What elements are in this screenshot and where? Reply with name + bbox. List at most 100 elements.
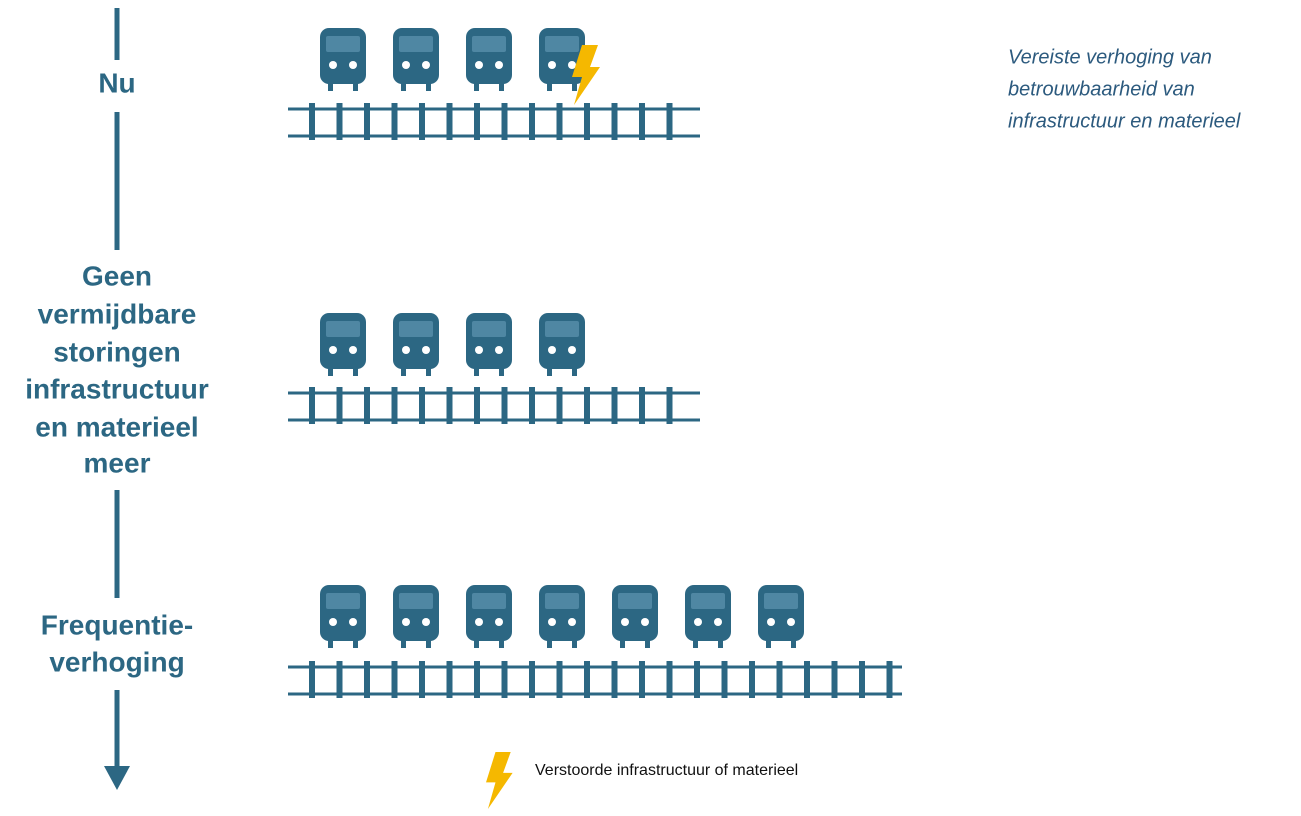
tie bbox=[419, 387, 425, 424]
train-light bbox=[402, 61, 410, 69]
train-leg bbox=[426, 82, 431, 91]
tie bbox=[859, 661, 865, 698]
train-icon bbox=[393, 28, 439, 91]
train-window bbox=[326, 321, 360, 337]
train-icon bbox=[320, 585, 366, 648]
train-light bbox=[475, 346, 483, 354]
train-window bbox=[545, 593, 579, 609]
train-leg bbox=[401, 639, 406, 648]
train-window bbox=[399, 593, 433, 609]
train-leg bbox=[401, 82, 406, 91]
tie bbox=[666, 661, 673, 698]
train-leg bbox=[499, 82, 504, 91]
train-icon bbox=[539, 28, 585, 91]
lightning-bolt bbox=[486, 752, 513, 809]
tie bbox=[419, 661, 425, 698]
tie bbox=[446, 103, 453, 140]
train-light bbox=[475, 61, 483, 69]
tie bbox=[776, 661, 783, 698]
train-icon bbox=[393, 313, 439, 376]
train-light bbox=[548, 618, 556, 626]
tie bbox=[474, 103, 480, 140]
tie bbox=[391, 661, 398, 698]
train-window bbox=[764, 593, 798, 609]
train-leg bbox=[791, 639, 796, 648]
train-leg bbox=[547, 639, 552, 648]
train-leg bbox=[353, 639, 358, 648]
train-leg bbox=[401, 367, 406, 376]
train-light bbox=[694, 618, 702, 626]
tie bbox=[501, 103, 508, 140]
train-window bbox=[326, 36, 360, 52]
train-leg bbox=[474, 82, 479, 91]
train-leg bbox=[547, 367, 552, 376]
train-icon bbox=[539, 585, 585, 648]
train-leg bbox=[328, 82, 333, 91]
note-text: Vereiste verhoging van bbox=[1008, 46, 1212, 68]
train-light bbox=[329, 618, 337, 626]
train-light bbox=[787, 618, 795, 626]
tie bbox=[446, 387, 453, 424]
train-light bbox=[349, 61, 357, 69]
train-icon bbox=[758, 585, 804, 648]
train-window bbox=[545, 321, 579, 337]
train-window bbox=[618, 593, 652, 609]
train-window bbox=[472, 593, 506, 609]
train-leg bbox=[328, 639, 333, 648]
train-light bbox=[402, 618, 410, 626]
train-leg bbox=[474, 639, 479, 648]
tie bbox=[611, 387, 618, 424]
train-leg bbox=[572, 367, 577, 376]
train-leg bbox=[718, 639, 723, 648]
train-window bbox=[691, 593, 725, 609]
train-light bbox=[568, 61, 576, 69]
tie bbox=[804, 661, 810, 698]
tie bbox=[474, 387, 480, 424]
tie bbox=[364, 661, 370, 698]
train-leg bbox=[572, 82, 577, 91]
train-light bbox=[349, 346, 357, 354]
train-light bbox=[329, 61, 337, 69]
train-leg bbox=[353, 82, 358, 91]
train-light bbox=[495, 61, 503, 69]
train-leg bbox=[693, 639, 698, 648]
tie bbox=[419, 103, 425, 140]
train-light bbox=[475, 618, 483, 626]
tie bbox=[336, 661, 343, 698]
train-icon bbox=[466, 28, 512, 91]
tie bbox=[584, 661, 590, 698]
lightning-bolt bbox=[572, 45, 600, 105]
stage-label: infrastructuur bbox=[25, 373, 209, 404]
tie bbox=[309, 661, 315, 698]
train-light bbox=[402, 346, 410, 354]
tie bbox=[501, 661, 508, 698]
tie bbox=[694, 661, 700, 698]
train-leg bbox=[572, 639, 577, 648]
train-leg bbox=[547, 82, 552, 91]
train-light bbox=[329, 346, 337, 354]
tie bbox=[364, 103, 370, 140]
train-light bbox=[641, 618, 649, 626]
train-light bbox=[349, 618, 357, 626]
train-light bbox=[714, 618, 722, 626]
train-leg bbox=[499, 639, 504, 648]
tie bbox=[529, 387, 535, 424]
train-window bbox=[399, 36, 433, 52]
tie bbox=[611, 103, 618, 140]
timeline-arrowhead bbox=[104, 766, 130, 790]
note-text: infrastructuur en materieel bbox=[1008, 110, 1241, 132]
train-light bbox=[422, 346, 430, 354]
tie bbox=[529, 661, 535, 698]
tie bbox=[639, 387, 645, 424]
train-leg bbox=[353, 367, 358, 376]
note-text: betrouwbaarheid van bbox=[1008, 78, 1195, 100]
tie bbox=[584, 103, 590, 140]
train-window bbox=[472, 36, 506, 52]
train-light bbox=[767, 618, 775, 626]
train-light bbox=[422, 61, 430, 69]
tie bbox=[446, 661, 453, 698]
tie bbox=[336, 387, 343, 424]
train-leg bbox=[474, 367, 479, 376]
legend-label: Verstoorde infrastructuur of materieel bbox=[535, 762, 798, 779]
